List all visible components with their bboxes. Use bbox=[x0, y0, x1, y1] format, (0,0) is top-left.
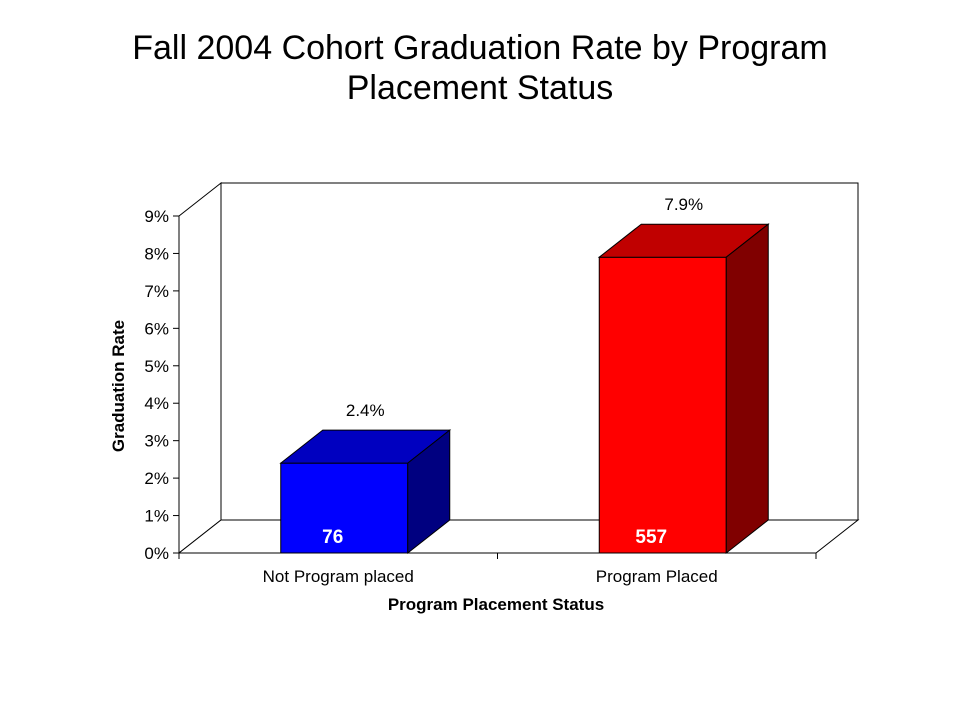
bar-count-label: 557 bbox=[635, 527, 667, 548]
x-axis-title: Program Placement Status bbox=[388, 595, 604, 614]
y-tick-label: 5% bbox=[144, 357, 169, 376]
x-tick-label: Program Placed bbox=[596, 567, 718, 586]
bar-group: 2.4% 76 bbox=[279, 401, 452, 555]
bar-value-label: 2.4% bbox=[346, 401, 385, 420]
bar-group: 7.9% 557 bbox=[597, 195, 770, 555]
side-wall bbox=[178, 181, 222, 555]
y-tick-label: 2% bbox=[144, 469, 169, 488]
y-tick-label: 6% bbox=[144, 319, 169, 338]
y-tick-label: 9% bbox=[144, 207, 169, 226]
chart-title-line-1: Fall 2004 Cohort Graduation Rate by Prog… bbox=[132, 29, 828, 67]
y-tick-label: 3% bbox=[144, 432, 169, 451]
bar-side bbox=[407, 429, 451, 555]
bar-front bbox=[598, 256, 727, 554]
y-axis-title: Graduation Rate bbox=[109, 320, 128, 452]
y-axis: 0% 1% 2% 3% 4% 5% 6% 7% 8% 9% bbox=[144, 207, 180, 563]
x-axis: Not Program placed Program Placed bbox=[178, 552, 817, 586]
x-tick-label: Not Program placed bbox=[263, 567, 414, 586]
bars: 2.4% 76 7.9% 557 bbox=[279, 195, 770, 555]
y-tick-label: 8% bbox=[144, 244, 169, 263]
bar-count-label: 76 bbox=[322, 527, 343, 548]
bar-side bbox=[725, 223, 769, 555]
chart-title: Fall 2004 Cohort Graduation Rate by Prog… bbox=[0, 28, 960, 108]
y-tick-label: 0% bbox=[144, 544, 169, 563]
y-tick-label: 7% bbox=[144, 282, 169, 301]
bar-front bbox=[280, 462, 409, 554]
bar-value-label: 7.9% bbox=[664, 195, 703, 214]
y-tick-label: 4% bbox=[144, 394, 169, 413]
y-tick-label: 1% bbox=[144, 507, 169, 526]
chart-title-line-2: Placement Status bbox=[346, 69, 614, 107]
